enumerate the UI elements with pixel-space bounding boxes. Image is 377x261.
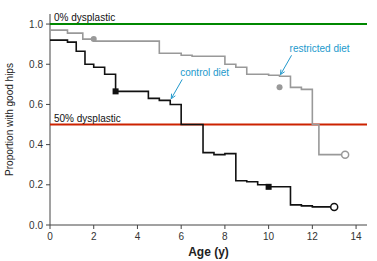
x-tick (224, 225, 225, 229)
reference-line (50, 23, 367, 25)
y-axis-label: Proportion with good hips (4, 63, 15, 176)
x-tick-label: 8 (222, 231, 228, 242)
x-tick (312, 225, 313, 229)
annotations: control diet restricted diet (171, 43, 350, 98)
x-tick-label: 12 (307, 231, 319, 242)
square-marker (266, 184, 272, 190)
x-tick (137, 225, 138, 229)
y-tick-label: 0.4 (29, 139, 43, 150)
x-tick-label: 14 (351, 231, 363, 242)
x-tick (93, 225, 94, 229)
annotation-arrow (171, 79, 182, 98)
x-tick-label: 4 (135, 231, 141, 242)
x-tick-label: 2 (91, 231, 97, 242)
chart: 0 2 4 6 8 10 12 14 0.0 0.2 0.4 0.6 0.8 1.0 Age (y) Prop… (0, 0, 377, 261)
y-tick (46, 144, 50, 145)
y-tick-label: 0.8 (29, 59, 43, 70)
y-tick (46, 104, 50, 105)
reference-lines (50, 24, 367, 124)
y-tick-label: 1.0 (29, 19, 43, 30)
y-tick-label: 0.0 (29, 220, 43, 231)
x-tick-label: 10 (263, 231, 275, 242)
annotation-text: restricted diet (290, 43, 350, 54)
y-tick-label: 0.2 (29, 179, 43, 190)
annotation-arrowhead (171, 94, 175, 99)
reference-line-label: 0% dysplastic (54, 12, 115, 23)
reference-line-label: 50% dysplastic (54, 113, 121, 124)
x-axis-label: Age (y) (188, 245, 229, 259)
end-marker (331, 203, 338, 210)
annotation-arrow (281, 55, 292, 74)
axes: 0 2 4 6 8 10 12 14 0.0 0.2 0.4 0.6 0.8 1.0 (29, 14, 367, 242)
y-tick (46, 24, 50, 25)
step-line (50, 40, 334, 207)
x-tick (356, 225, 357, 229)
x-tick (50, 225, 51, 229)
y-tick (46, 225, 50, 226)
annotation-arrowhead (281, 70, 285, 75)
x-tick (181, 225, 182, 229)
plot-area (50, 30, 349, 210)
x-tick (268, 225, 269, 229)
y-tick (46, 64, 50, 65)
square-marker (113, 88, 119, 94)
x-tick-label: 6 (178, 231, 184, 242)
x-tick-label: 0 (47, 231, 53, 242)
circle-marker (91, 36, 97, 42)
annotation-text: control diet (180, 67, 229, 78)
x-axis-line (50, 225, 367, 226)
y-tick (46, 184, 50, 185)
y-tick-label: 0.6 (29, 99, 43, 110)
circle-marker (277, 84, 283, 90)
y-axis-line (50, 14, 51, 225)
end-marker (342, 151, 349, 158)
